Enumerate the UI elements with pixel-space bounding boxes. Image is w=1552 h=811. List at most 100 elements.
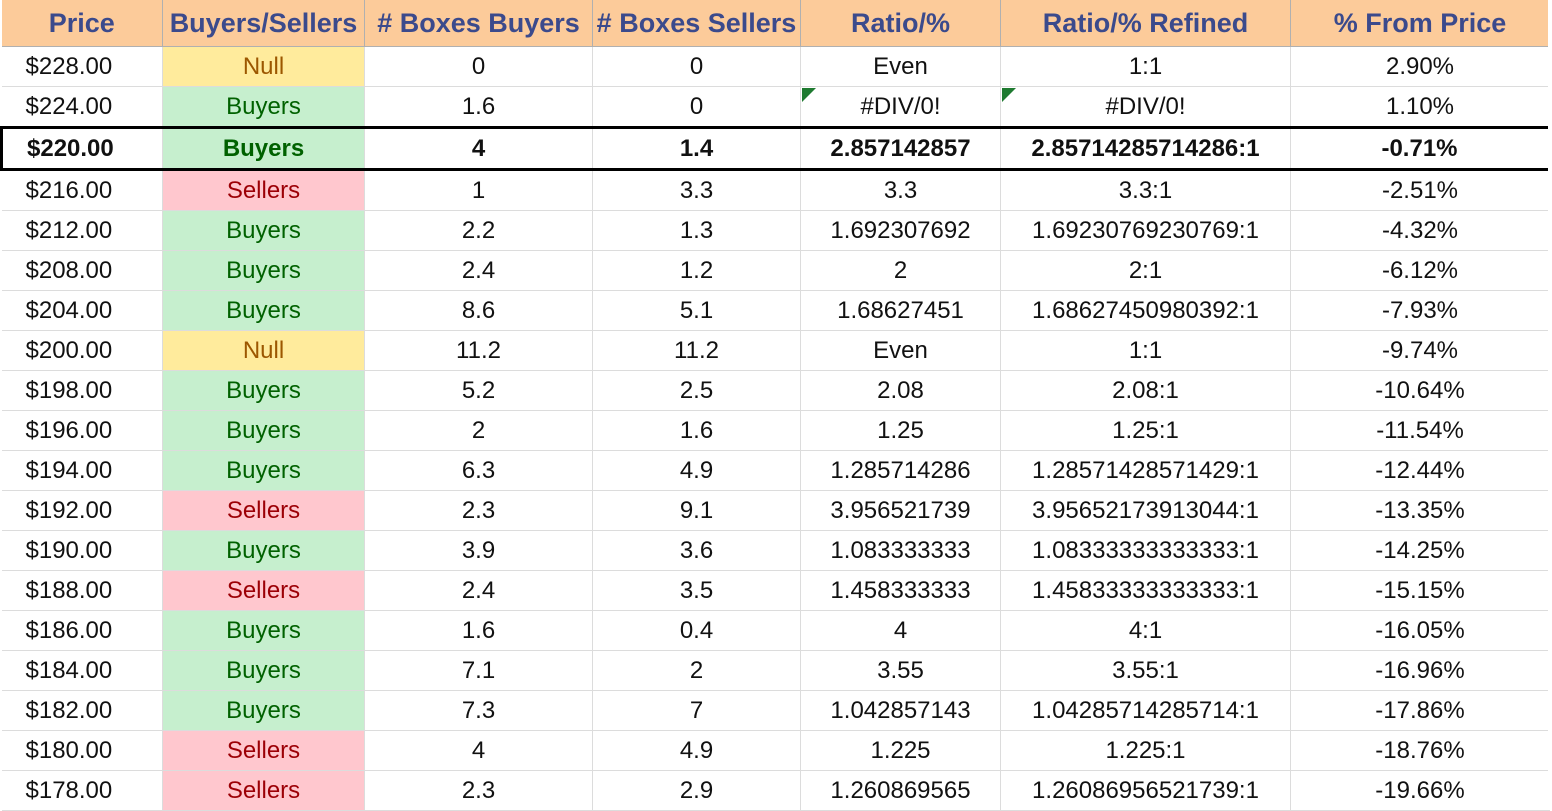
ratio-refined-cell[interactable]: 1.04285714285714:1	[1000, 690, 1291, 731]
from-price-cell[interactable]: -16.96%	[1290, 650, 1550, 691]
ratio-refined-cell[interactable]: 3.95652173913044:1	[1000, 490, 1291, 531]
side-cell[interactable]: Null	[162, 330, 365, 371]
price-cell[interactable]: $180.00	[1, 730, 163, 771]
boxes-buyers-cell[interactable]: 8.6	[364, 290, 593, 331]
side-cell[interactable]: Buyers	[162, 210, 365, 251]
ratio-cell[interactable]: 3.55	[800, 650, 1001, 691]
price-cell[interactable]: $198.00	[1, 370, 163, 411]
ratio-cell[interactable]: 1.042857143	[800, 690, 1001, 731]
boxes-buyers-cell[interactable]: 4	[364, 730, 593, 771]
ratio-refined-cell[interactable]: 1.225:1	[1000, 730, 1291, 771]
column-header-buyers-sellers[interactable]: Buyers/Sellers	[162, 0, 365, 47]
side-cell[interactable]: Buyers	[162, 250, 365, 291]
boxes-buyers-cell[interactable]: 1.6	[364, 86, 593, 128]
from-price-cell[interactable]: -0.71%	[1290, 126, 1551, 171]
ratio-refined-cell[interactable]: 3.3:1	[1000, 169, 1291, 211]
price-cell[interactable]: $182.00	[1, 690, 163, 731]
boxes-buyers-cell[interactable]: 11.2	[364, 330, 593, 371]
price-cell[interactable]: $228.00	[1, 46, 163, 87]
boxes-sellers-cell[interactable]: 0	[592, 46, 801, 87]
side-cell[interactable]: Buyers	[162, 650, 365, 691]
boxes-sellers-cell[interactable]: 1.6	[592, 410, 801, 451]
ratio-cell[interactable]: 2	[800, 250, 1001, 291]
ratio-cell[interactable]: #DIV/0!	[800, 86, 1001, 128]
from-price-cell[interactable]: -13.35%	[1290, 490, 1550, 531]
ratio-refined-cell[interactable]: 2:1	[1000, 250, 1291, 291]
ratio-refined-cell[interactable]: #DIV/0!	[1000, 86, 1291, 128]
ratio-cell[interactable]: 1.225	[800, 730, 1001, 771]
column-header-ratio-refined[interactable]: Ratio/% Refined	[1000, 0, 1291, 47]
boxes-sellers-cell[interactable]: 11.2	[592, 330, 801, 371]
boxes-buyers-cell[interactable]: 2.3	[364, 490, 593, 531]
ratio-refined-cell[interactable]: 1.26086956521739:1	[1000, 770, 1291, 811]
price-cell[interactable]: $186.00	[1, 610, 163, 651]
error-indicator-icon[interactable]	[802, 88, 816, 102]
ratio-cell[interactable]: 1.692307692	[800, 210, 1001, 251]
ratio-cell[interactable]: 2.08	[800, 370, 1001, 411]
ratio-refined-cell[interactable]: 4:1	[1000, 610, 1291, 651]
from-price-cell[interactable]: -2.51%	[1290, 169, 1550, 211]
ratio-cell[interactable]: 3.956521739	[800, 490, 1001, 531]
side-cell[interactable]: Buyers	[162, 290, 365, 331]
boxes-sellers-cell[interactable]: 2.5	[592, 370, 801, 411]
column-header-boxes-buyers[interactable]: # Boxes Buyers	[364, 0, 593, 47]
boxes-sellers-cell[interactable]: 4.9	[592, 450, 801, 491]
from-price-cell[interactable]: -15.15%	[1290, 570, 1550, 611]
ratio-refined-cell[interactable]: 2.85714285714286:1	[1000, 126, 1291, 171]
error-indicator-icon[interactable]	[1002, 88, 1016, 102]
boxes-sellers-cell[interactable]: 4.9	[592, 730, 801, 771]
from-price-cell[interactable]: -19.66%	[1290, 770, 1550, 811]
price-cell[interactable]: $178.00	[1, 770, 163, 811]
boxes-buyers-cell[interactable]: 1.6	[364, 610, 593, 651]
price-cell[interactable]: $184.00	[1, 650, 163, 691]
boxes-buyers-cell[interactable]: 2.2	[364, 210, 593, 251]
side-cell[interactable]: Buyers	[162, 690, 365, 731]
price-cell[interactable]: $224.00	[1, 86, 163, 128]
price-cell[interactable]: $208.00	[1, 250, 163, 291]
ratio-refined-cell[interactable]: 1:1	[1000, 46, 1291, 87]
price-cell[interactable]: $216.00	[1, 169, 163, 211]
from-price-cell[interactable]: -4.32%	[1290, 210, 1550, 251]
price-cell[interactable]: $196.00	[1, 410, 163, 451]
ratio-refined-cell[interactable]: 1.45833333333333:1	[1000, 570, 1291, 611]
boxes-sellers-cell[interactable]: 1.4	[592, 126, 801, 171]
from-price-cell[interactable]: -11.54%	[1290, 410, 1550, 451]
boxes-sellers-cell[interactable]: 7	[592, 690, 801, 731]
boxes-sellers-cell[interactable]: 3.5	[592, 570, 801, 611]
boxes-sellers-cell[interactable]: 0	[592, 86, 801, 128]
price-cell[interactable]: $200.00	[1, 330, 163, 371]
price-cell[interactable]: $212.00	[1, 210, 163, 251]
ratio-refined-cell[interactable]: 2.08:1	[1000, 370, 1291, 411]
boxes-buyers-cell[interactable]: 2.4	[364, 250, 593, 291]
boxes-buyers-cell[interactable]: 0	[364, 46, 593, 87]
column-header-ratio[interactable]: Ratio/%	[800, 0, 1001, 47]
column-header-boxes-sellers[interactable]: # Boxes Sellers	[592, 0, 801, 47]
side-cell[interactable]: Buyers	[162, 126, 365, 171]
boxes-sellers-cell[interactable]: 1.3	[592, 210, 801, 251]
from-price-cell[interactable]: -9.74%	[1290, 330, 1550, 371]
price-cell[interactable]: $204.00	[1, 290, 163, 331]
ratio-cell[interactable]: 1.68627451	[800, 290, 1001, 331]
ratio-refined-cell[interactable]: 1.28571428571429:1	[1000, 450, 1291, 491]
boxes-sellers-cell[interactable]: 3.3	[592, 169, 801, 211]
from-price-cell[interactable]: -6.12%	[1290, 250, 1550, 291]
boxes-buyers-cell[interactable]: 2.4	[364, 570, 593, 611]
ratio-cell[interactable]: Even	[800, 46, 1001, 87]
boxes-buyers-cell[interactable]: 2	[364, 410, 593, 451]
column-header-price[interactable]: Price	[1, 0, 163, 47]
price-cell[interactable]: $190.00	[1, 530, 163, 571]
ratio-cell[interactable]: 1.458333333	[800, 570, 1001, 611]
side-cell[interactable]: Sellers	[162, 770, 365, 811]
ratio-cell[interactable]: 1.285714286	[800, 450, 1001, 491]
from-price-cell[interactable]: -17.86%	[1290, 690, 1550, 731]
side-cell[interactable]: Buyers	[162, 370, 365, 411]
boxes-buyers-cell[interactable]: 1	[364, 169, 593, 211]
boxes-sellers-cell[interactable]: 5.1	[592, 290, 801, 331]
from-price-cell[interactable]: -7.93%	[1290, 290, 1550, 331]
side-cell[interactable]: Buyers	[162, 410, 365, 451]
from-price-cell[interactable]: -10.64%	[1290, 370, 1550, 411]
boxes-sellers-cell[interactable]: 0.4	[592, 610, 801, 651]
side-cell[interactable]: Buyers	[162, 450, 365, 491]
from-price-cell[interactable]: -14.25%	[1290, 530, 1550, 571]
ratio-refined-cell[interactable]: 1:1	[1000, 330, 1291, 371]
